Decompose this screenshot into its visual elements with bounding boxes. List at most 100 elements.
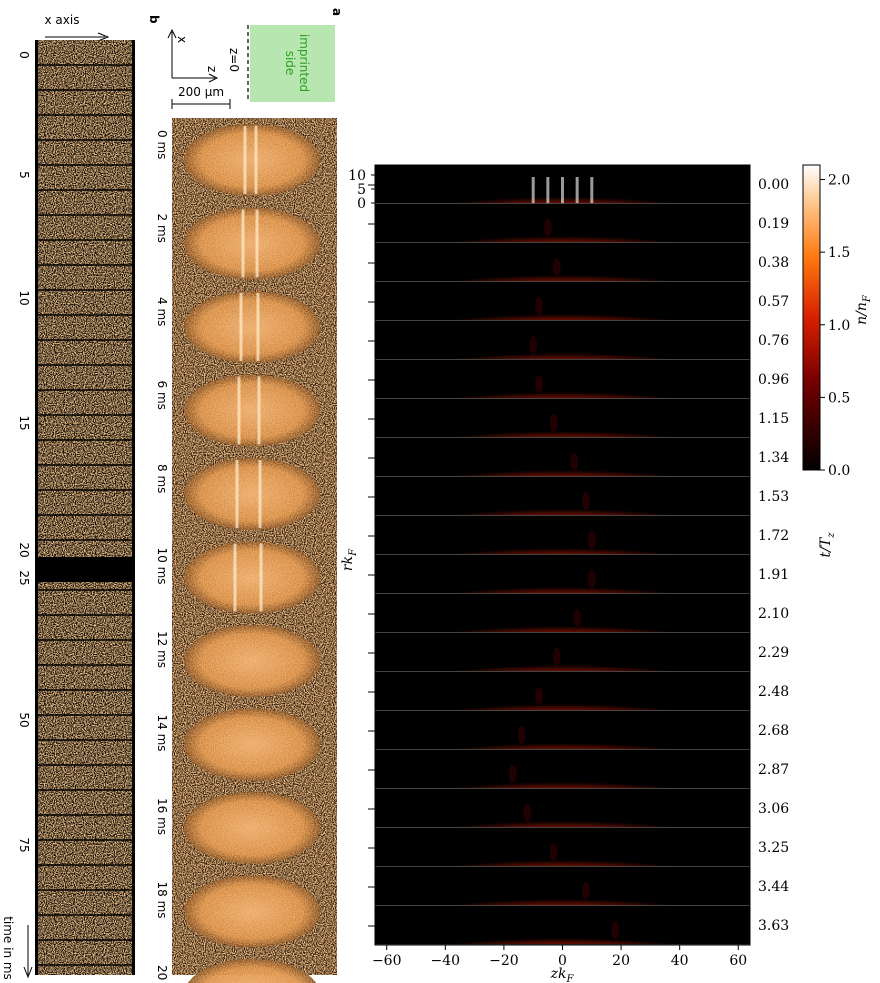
cbar-tick-label: 1.5 xyxy=(828,245,850,261)
time-tick: 20 xyxy=(17,542,31,557)
y-label-main: rk xyxy=(340,556,356,571)
soliton-stripe xyxy=(235,460,262,528)
x-label: zkF xyxy=(550,966,575,983)
cbar-label-main: n/n xyxy=(854,302,870,325)
time-label: 1.72 xyxy=(758,528,789,544)
frame-line xyxy=(375,203,750,204)
time-axis-title-sub: z xyxy=(826,532,837,539)
x-tick-label: 20 xyxy=(612,953,630,969)
time-label: 1.15 xyxy=(758,411,789,427)
frame-time: 10 ms xyxy=(155,548,169,585)
time-label: 3.06 xyxy=(758,801,789,817)
stripe xyxy=(561,177,564,203)
frame-line xyxy=(375,749,750,750)
imprint-label: side xyxy=(283,51,297,76)
y-label-sub: F xyxy=(348,548,359,557)
panel-label: a xyxy=(330,8,344,16)
cloud-grain xyxy=(184,374,320,447)
frame-line xyxy=(375,437,750,438)
time-label: 2.29 xyxy=(758,645,789,661)
time-label: 0.19 xyxy=(758,216,789,232)
scale-bar xyxy=(171,99,231,109)
soliton xyxy=(581,882,590,900)
cloud-grain xyxy=(184,708,320,781)
cloud-grain xyxy=(184,124,320,196)
frame-line xyxy=(375,788,750,789)
x-tick-label: 60 xyxy=(729,953,747,969)
imprint-box xyxy=(250,25,335,102)
frame-time: 8 ms xyxy=(155,464,169,493)
time-label: 1.34 xyxy=(758,450,789,466)
z0-label: z=0 xyxy=(227,48,241,72)
time-label: 0.57 xyxy=(758,294,789,310)
frame-line xyxy=(375,671,750,672)
time-label: 2.87 xyxy=(758,762,789,778)
frame-time: 0 ms xyxy=(155,130,169,159)
time-tick: 25 xyxy=(17,570,31,585)
panel-label: b xyxy=(147,15,161,24)
time-label: 2.48 xyxy=(758,684,789,700)
frame-line xyxy=(375,242,750,243)
strip-bottom xyxy=(38,582,132,975)
frame-line xyxy=(375,398,750,399)
cloud-grain xyxy=(184,207,320,280)
x-tick-label: 0 xyxy=(558,953,567,969)
time-label: 0.96 xyxy=(758,372,789,388)
frame-line xyxy=(375,554,750,555)
time-label: 3.63 xyxy=(758,918,789,934)
cloud-grain xyxy=(184,792,320,864)
axes-arrows xyxy=(167,28,219,83)
cloud-grain xyxy=(184,291,320,363)
time-label: 2.68 xyxy=(758,723,789,739)
frame-line xyxy=(375,866,750,867)
frame-line xyxy=(375,476,750,477)
frame-time: 16 ms xyxy=(155,798,169,835)
stripe xyxy=(546,177,550,203)
soliton xyxy=(549,414,558,432)
axis-z: z xyxy=(205,66,219,72)
soliton xyxy=(517,726,526,744)
x-tick-label: −40 xyxy=(431,953,461,969)
time-label: 0.00 xyxy=(758,177,789,193)
soliton xyxy=(535,297,544,315)
soliton-stripe xyxy=(233,543,263,612)
y-tick-label: 0 xyxy=(357,196,366,212)
y-tick-label: 5 xyxy=(357,182,366,198)
stripe xyxy=(590,177,594,203)
frame-line xyxy=(375,359,750,360)
x-label-sub: F xyxy=(565,974,574,983)
cbar-tick-label: 0.0 xyxy=(828,463,850,479)
soliton xyxy=(543,219,552,237)
frame-time: 20 ms xyxy=(155,965,169,983)
stripe xyxy=(531,177,535,203)
stripe xyxy=(575,177,579,203)
soliton xyxy=(535,687,544,705)
time-label: 3.25 xyxy=(758,840,789,856)
soliton xyxy=(535,375,544,393)
cloud-grain xyxy=(184,541,320,614)
soliton-stripe xyxy=(243,126,258,194)
frame-time: 6 ms xyxy=(155,381,169,410)
frame-line xyxy=(375,281,750,282)
soliton xyxy=(570,453,579,471)
time-arrow xyxy=(23,925,33,979)
frame-time: 2 ms xyxy=(155,214,169,243)
time-label: 1.91 xyxy=(758,567,789,583)
cbar-tick-label: 2.0 xyxy=(828,173,850,189)
time-tick: 15 xyxy=(17,415,31,430)
soliton xyxy=(549,843,558,861)
time-tick: 0 xyxy=(17,51,31,59)
frame-line xyxy=(375,320,750,321)
time-tick: 10 xyxy=(17,290,31,305)
soliton xyxy=(508,765,517,783)
soliton xyxy=(611,921,620,939)
cloud-grain xyxy=(184,458,320,530)
x-arrow xyxy=(45,32,110,42)
soliton-stripe xyxy=(237,376,261,445)
frame-line xyxy=(375,593,750,594)
frame-line xyxy=(375,905,750,906)
cbar-label-sub: F xyxy=(862,294,873,303)
x-tick-label: −60 xyxy=(372,953,402,969)
soliton xyxy=(552,258,561,276)
soliton xyxy=(573,609,582,627)
